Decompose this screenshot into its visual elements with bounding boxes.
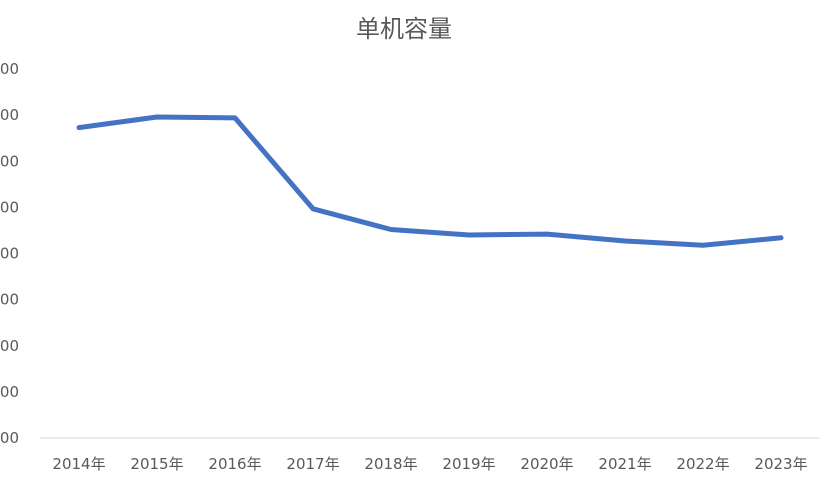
x-tick-label: 2017年 (286, 455, 339, 473)
x-axis-ticks: 2014年 2015年 2016年 2017年 2018年 2019年 2020年 2021年… (52, 455, 807, 473)
chart-title: 单机容量 (356, 15, 452, 43)
y-tick-label: .00 (0, 245, 19, 263)
y-tick-label: .00 (0, 106, 19, 124)
y-tick-label: .00 (0, 60, 19, 78)
x-tick-label: 2021年 (598, 455, 651, 473)
y-tick-label: .00 (0, 429, 19, 447)
y-tick-label: .00 (0, 383, 19, 401)
x-tick-label: 2020年 (520, 455, 573, 473)
x-tick-label: 2023年 (754, 455, 807, 473)
y-tick-label: .00 (0, 291, 19, 309)
x-tick-label: 2016年 (208, 455, 261, 473)
x-tick-label: 2018年 (364, 455, 417, 473)
y-tick-label: .00 (0, 337, 19, 355)
x-tick-label: 2015年 (130, 455, 183, 473)
x-tick-label: 2014年 (52, 455, 105, 473)
y-tick-label: .00 (0, 198, 19, 216)
x-tick-label: 2022年 (676, 455, 729, 473)
x-tick-label: 2019年 (442, 455, 495, 473)
series-line (76, 114, 784, 248)
y-axis-ticks: .00 .00 .00 .00 .00 .00 .00 .00 .00 (0, 60, 19, 447)
y-tick-label: .00 (0, 152, 19, 170)
